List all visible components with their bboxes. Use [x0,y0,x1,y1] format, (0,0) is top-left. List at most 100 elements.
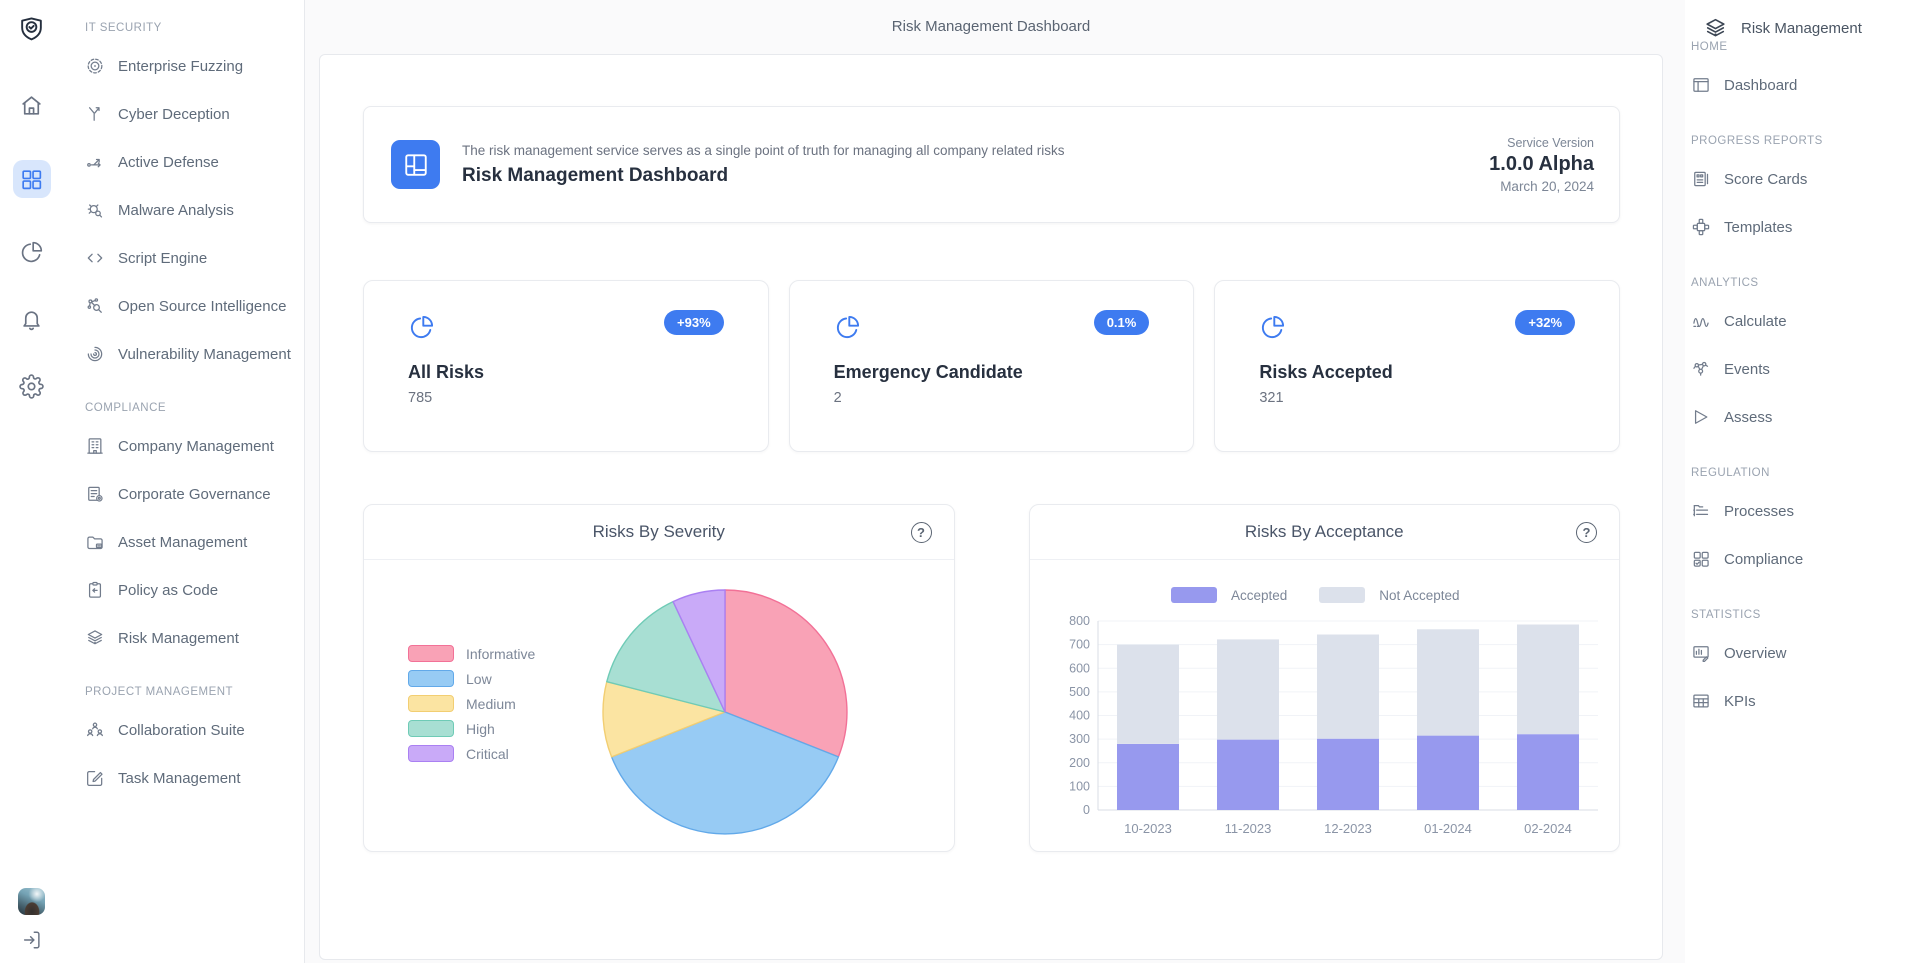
sidebar-item-script-engine[interactable]: Script Engine [85,234,294,282]
bar-accepted-01-2024[interactable] [1416,735,1479,810]
pie-slice-critical[interactable] [672,589,726,713]
right-nav-item-label: Events [1724,360,1770,378]
bar-not-accepted-12-2023[interactable] [1316,634,1379,739]
sidebar-item-open-source-intelligence[interactable]: Open Source Intelligence [85,282,294,330]
rail-item-home[interactable] [19,93,44,118]
sidebar-item-label: Asset Management [118,533,248,551]
legend-item-informative[interactable]: Informative [408,645,535,662]
sidebar-section-label: COMPLIANCE [85,402,167,414]
right-nav-section-label: STATISTICS [1691,609,1761,621]
rail-item-pie-chart[interactable] [19,240,44,265]
pie-slice-high[interactable] [606,600,726,713]
right-nav: HOME Dashboard PROGRESS REPORTS Score Cards… [1691,41,1912,725]
right-nav-section-progress-reports: PROGRESS REPORTS Score Cards Templates [1691,135,1912,251]
doc-gear-icon [88,486,103,502]
brand: Risk Management [1691,16,1912,41]
bar-accepted-02-2024[interactable] [1516,734,1579,810]
svg-text:800: 800 [1069,614,1090,628]
right-nav-item-kpis[interactable]: KPIs [1691,677,1912,725]
stat-card-risks-accepted[interactable]: +32% Risks Accepted 321 [1214,280,1621,452]
gear-icon [19,374,44,399]
grid-icon [22,169,42,189]
templates-icon [1692,218,1710,236]
sidebar-item-company-management[interactable]: Company Management [85,422,294,470]
legend-item-medium[interactable]: Medium [408,695,535,712]
sidebar-item-policy-as-code[interactable]: Policy as Code [85,566,294,614]
help-icon[interactable]: ? [910,522,932,543]
sidebar-item-task-management[interactable]: Task Management [85,754,294,802]
right-nav-item-processes[interactable]: Processes [1691,487,1912,535]
sidebar-section-label: PROJECT MANAGEMENT [85,686,234,698]
bar-not-accepted-10-2023[interactable] [1116,644,1179,744]
sidebar-item-malware-analysis[interactable]: Malware Analysis [85,186,294,234]
legend-swatch [408,695,454,712]
sidebar-item-label: Task Management [118,769,241,787]
rail-item-grid[interactable] [12,160,51,198]
sidebar-item-label: Malware Analysis [118,201,234,219]
legend-swatch [408,745,454,762]
legend-item-critical[interactable]: Critical [408,745,535,762]
svg-text:200: 200 [1069,756,1090,770]
right-nav-item-events[interactable]: Events [1691,345,1912,393]
right-nav-item-dashboard[interactable]: Dashboard [1691,61,1912,109]
right-nav-item-score-cards[interactable]: Score Cards [1691,155,1912,203]
sidebar-item-risk-management[interactable]: Risk Management [85,614,294,662]
pie-slice-informative[interactable] [724,589,848,758]
pie-slice-low[interactable] [610,711,840,835]
sidebar-item-label: Cyber Deception [118,105,230,123]
legend-swatch [408,645,454,662]
charts-row: Risks By Severity ? Informative Low Medium… [363,504,1620,852]
svg-text:500: 500 [1069,685,1090,699]
right-nav-item-assess[interactable]: Assess [1691,393,1912,441]
bar-accepted-12-2023[interactable] [1316,738,1379,810]
sidebar-item-label: Company Management [118,437,274,455]
legend-label: Low [466,670,492,687]
sidebar-item-label: Script Engine [118,249,208,267]
stat-card-all-risks[interactable]: +93% All Risks 785 [363,280,769,452]
pie-chart[interactable] [596,583,854,841]
bar-accepted-11-2023[interactable] [1216,739,1279,810]
user-avatar[interactable] [18,888,45,915]
bar-plot: 0 100 200 300 400 500 600 700 800 10-2023 11-2023 1… [1050,611,1602,848]
legend-item-high[interactable]: High [408,720,535,737]
rail-item-bell[interactable] [19,307,44,332]
sidebar-item-collaboration-suite[interactable]: Collaboration Suite [85,706,294,754]
sidebar-item-corporate-governance[interactable]: Corporate Governance [85,470,294,518]
service-description: The risk management service serves as a … [462,142,1065,158]
logout-button[interactable] [21,929,43,951]
help-icon[interactable]: ? [1576,522,1597,543]
svg-text:700: 700 [1069,638,1090,652]
right-nav-item-templates[interactable]: Templates [1691,203,1912,251]
legend-swatch [408,720,454,737]
sidebar-item-enterprise-fuzzing[interactable]: Enterprise Fuzzing [85,42,294,90]
right-nav-item-overview[interactable]: Overview [1691,629,1912,677]
right-nav-item-calculate[interactable]: Calculate [1691,297,1912,345]
sidebar-item-active-defense[interactable]: Active Defense [85,138,294,186]
bar-not-accepted-11-2023[interactable] [1216,639,1279,740]
sidebar-item-cyber-deception[interactable]: Cyber Deception [85,90,294,138]
right-nav-item-compliance[interactable]: Compliance [1691,535,1912,583]
right-nav-item-label: Dashboard [1724,76,1798,94]
sidebar-item-asset-management[interactable]: Asset Management [85,518,294,566]
svg-text:02-2024: 02-2024 [1524,821,1572,836]
sidebar-item-label: Corporate Governance [118,485,271,503]
right-nav-item-label: Compliance [1724,550,1804,568]
sidebar-item-vulnerability-management[interactable]: Vulnerability Management [85,330,294,378]
right-nav-item-label: Processes [1724,502,1795,520]
bar-chart[interactable]: 0 100 200 300 400 500 600 700 800 10-2023 11-2023 1… [1050,611,1602,843]
bar-not-accepted-01-2024[interactable] [1416,629,1479,736]
legend-swatch-not-accepted [1319,587,1366,603]
sidebar-item-label: Risk Management [118,629,239,647]
stat-card-emergency-candidate[interactable]: 0.1% Emergency Candidate 2 [788,280,1195,452]
legend-item-low[interactable]: Low [408,670,535,687]
pie-slice-medium[interactable] [602,681,726,758]
stat-title: Emergency Candidate [833,362,1023,382]
header-card-title: Risk Management Dashboard [462,164,729,186]
bar-accepted-10-2023[interactable] [1116,743,1179,810]
dashboard-tile-icon [404,153,427,176]
sidebar-section-compliance: COMPLIANCE Company Management Corporate Go… [85,402,294,662]
app-logo[interactable] [18,16,45,43]
bar-not-accepted-02-2024[interactable] [1516,624,1579,735]
rail-item-gear[interactable] [19,374,44,399]
